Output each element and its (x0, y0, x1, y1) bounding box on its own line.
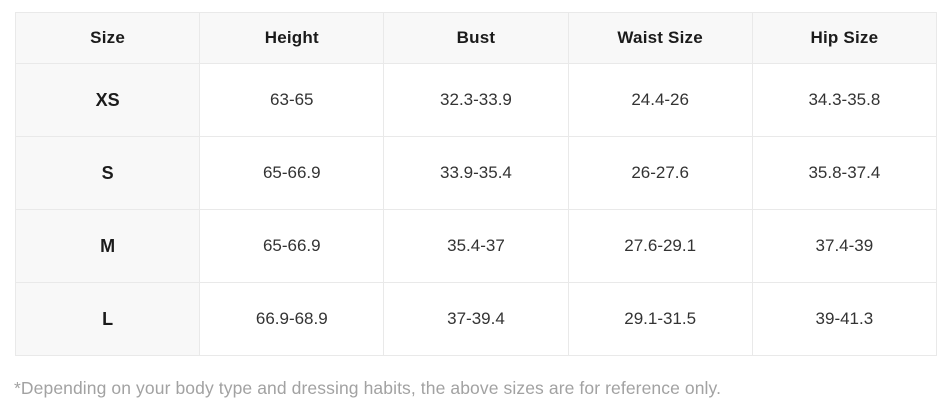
cell-m-hip: 37.4-39 (751, 209, 938, 283)
cell-l-bust: 37-39.4 (383, 282, 569, 356)
size-label-m: M (14, 209, 201, 283)
cell-xs-waist: 24.4-26 (567, 63, 753, 137)
cell-s-hip: 35.8-37.4 (751, 136, 938, 210)
cell-xs-hip: 34.3-35.8 (751, 63, 938, 137)
cell-s-height: 65-66.9 (199, 136, 385, 210)
header-cell-waist: Waist Size (567, 12, 753, 64)
cell-m-bust: 35.4-37 (383, 209, 569, 283)
header-row: Size Height Bust Waist Size Hip Size (14, 12, 938, 64)
cell-m-waist: 27.6-29.1 (567, 209, 753, 283)
cell-s-bust: 33.9-35.4 (383, 136, 569, 210)
size-label-l: L (14, 282, 201, 356)
table-row-s: S 65-66.9 33.9-35.4 26-27.6 35.8-37.4 (14, 136, 938, 210)
size-label-s: S (14, 136, 201, 210)
cell-m-height: 65-66.9 (199, 209, 385, 283)
table-row-xs: XS 63-65 32.3-33.9 24.4-26 34.3-35.8 (14, 63, 938, 137)
size-chart-header: Size Height Bust Waist Size Hip Size (14, 12, 938, 64)
cell-xs-height: 63-65 (199, 63, 385, 137)
cell-l-waist: 29.1-31.5 (567, 282, 753, 356)
cell-s-waist: 26-27.6 (567, 136, 753, 210)
table-row-l: L 66.9-68.9 37-39.4 29.1-31.5 39-41.3 (14, 282, 938, 356)
cell-l-height: 66.9-68.9 (199, 282, 385, 356)
header-cell-bust: Bust (383, 12, 569, 64)
table-row-m: M 65-66.9 35.4-37 27.6-29.1 37.4-39 (14, 209, 938, 283)
size-label-xs: XS (14, 63, 201, 137)
cell-xs-bust: 32.3-33.9 (383, 63, 569, 137)
reference-disclaimer-text: *Depending on your body type and dressin… (14, 378, 722, 398)
cell-l-hip: 39-41.3 (751, 282, 938, 356)
size-chart-body: XS 63-65 32.3-33.9 24.4-26 34.3-35.8 S 6… (14, 63, 938, 356)
header-cell-size: Size (14, 12, 201, 64)
header-cell-height: Height (199, 12, 385, 64)
header-cell-hip: Hip Size (751, 12, 938, 64)
size-chart-table: Size Height Bust Waist Size Hip Size XS … (14, 12, 938, 356)
